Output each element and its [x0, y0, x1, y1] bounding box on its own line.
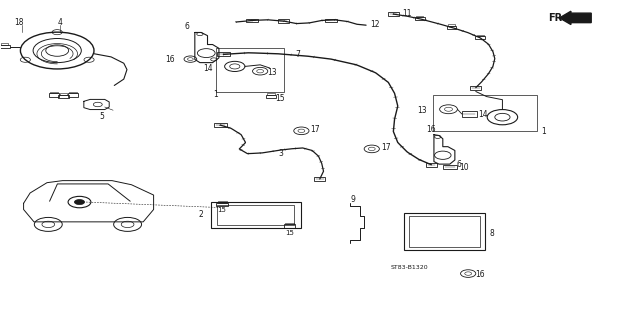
Bar	[218, 201, 227, 203]
Bar	[283, 224, 295, 228]
Text: 2: 2	[198, 210, 203, 220]
Bar	[217, 205, 294, 225]
Bar	[476, 35, 483, 36]
Bar	[59, 95, 69, 98]
Circle shape	[75, 200, 85, 204]
Text: 1: 1	[213, 91, 218, 100]
Bar	[217, 203, 228, 206]
Bar	[404, 213, 485, 250]
Bar	[462, 111, 477, 116]
Bar	[216, 48, 284, 92]
Text: 7: 7	[296, 50, 301, 59]
Bar	[68, 93, 78, 97]
Text: 16: 16	[165, 55, 175, 64]
FancyArrow shape	[559, 11, 591, 25]
Bar	[426, 163, 437, 167]
Text: 13: 13	[267, 68, 276, 77]
Text: 4: 4	[58, 18, 63, 27]
Text: 6: 6	[457, 160, 462, 169]
Text: 11: 11	[403, 9, 412, 18]
Bar	[433, 95, 537, 132]
Text: 15: 15	[218, 207, 227, 213]
Bar	[278, 19, 289, 23]
Text: 16: 16	[426, 125, 436, 134]
Bar	[326, 19, 337, 22]
Text: 15: 15	[276, 94, 285, 103]
Bar	[246, 19, 257, 22]
Bar	[443, 165, 457, 169]
Bar	[217, 52, 230, 56]
Bar	[60, 93, 68, 95]
Bar	[448, 24, 455, 26]
Bar	[409, 216, 480, 247]
Bar	[388, 12, 399, 16]
Text: 14: 14	[203, 64, 213, 74]
Bar	[266, 95, 276, 98]
Text: 3: 3	[278, 148, 283, 157]
Text: 9: 9	[351, 195, 356, 204]
Text: 14: 14	[478, 110, 488, 119]
Bar	[314, 177, 326, 181]
Bar	[50, 92, 58, 93]
Text: 5: 5	[99, 112, 104, 121]
Bar	[417, 16, 424, 17]
Text: 10: 10	[459, 163, 469, 172]
Text: 8: 8	[489, 229, 494, 238]
Bar	[1, 44, 8, 45]
Text: 15: 15	[285, 230, 294, 236]
Text: 17: 17	[381, 143, 390, 152]
Bar	[267, 93, 275, 95]
Bar	[0, 45, 10, 49]
Bar	[470, 86, 482, 90]
Bar	[415, 17, 425, 20]
Text: 17: 17	[310, 125, 320, 134]
Bar	[49, 93, 59, 97]
Bar	[447, 26, 457, 29]
Text: 13: 13	[417, 106, 427, 115]
Text: 16: 16	[475, 270, 484, 279]
Bar	[214, 123, 227, 127]
Text: 6: 6	[185, 22, 190, 31]
Text: FR.: FR.	[548, 13, 566, 23]
Text: 1: 1	[541, 127, 546, 136]
Text: 18: 18	[14, 18, 24, 27]
Text: 12: 12	[371, 20, 380, 29]
Bar	[475, 36, 485, 39]
Bar	[69, 92, 77, 93]
Bar	[285, 223, 294, 224]
Text: ST83-B1320: ST83-B1320	[390, 265, 428, 270]
Bar	[211, 202, 301, 228]
